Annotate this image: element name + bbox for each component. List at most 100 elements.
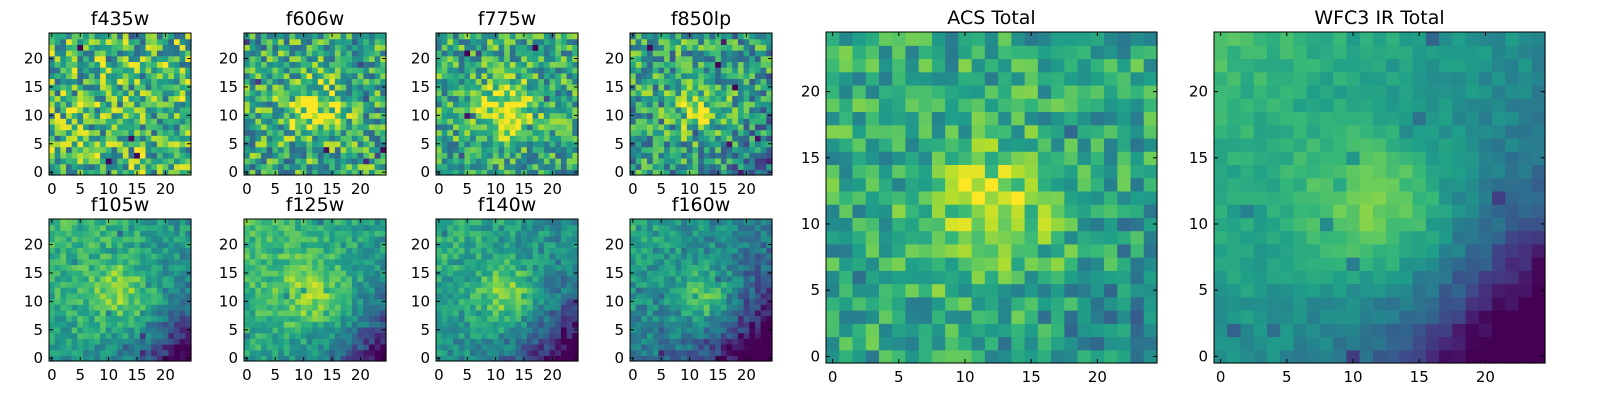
heatmap-cell	[521, 152, 528, 159]
heatmap-cell	[94, 236, 101, 243]
heatmap-cell	[179, 67, 186, 74]
heatmap-cell	[709, 112, 716, 119]
heatmap-cell	[726, 38, 733, 45]
heatmap-cell	[340, 89, 347, 97]
heatmap-cell	[681, 135, 688, 142]
heatmap-cell	[515, 304, 522, 311]
heatmap-cell	[681, 44, 688, 51]
heatmap-cell	[681, 349, 688, 356]
heatmap-cell	[60, 78, 67, 85]
heatmap-cell	[49, 61, 56, 68]
heatmap-cell	[664, 298, 671, 305]
heatmap-cell	[278, 95, 285, 102]
heatmap-cell	[560, 264, 568, 271]
heatmap-cell	[317, 292, 325, 300]
heatmap-cell	[532, 129, 539, 136]
heatmap-cell	[351, 281, 359, 288]
heatmap-cell	[168, 247, 175, 254]
heatmap-cell	[487, 258, 494, 266]
heatmap-cell	[94, 61, 101, 68]
heatmap-cell	[83, 343, 90, 351]
heatmap-cell	[447, 72, 454, 80]
heatmap-cell	[532, 281, 539, 288]
heatmap-cell	[515, 55, 522, 62]
heatmap-cell	[504, 298, 511, 305]
heatmap-cell	[555, 146, 562, 153]
heatmap-cell	[681, 84, 688, 91]
heatmap-cell	[715, 349, 722, 356]
heatmap-cell	[255, 355, 262, 362]
heatmap-cell	[94, 101, 101, 108]
heatmap-cell	[560, 67, 568, 74]
heatmap-cell	[151, 146, 158, 153]
heatmap-cell	[346, 72, 353, 80]
heatmap-cell	[173, 118, 181, 125]
heatmap-cell	[441, 281, 448, 288]
heatmap-cell	[351, 72, 359, 80]
heatmap-cell	[453, 258, 460, 266]
heatmap-cell	[453, 44, 460, 51]
heatmap-cell	[334, 230, 342, 237]
heatmap-cell	[139, 95, 147, 102]
heatmap-cell	[464, 135, 471, 142]
heatmap-cell	[560, 72, 568, 80]
heatmap-cell	[464, 61, 471, 68]
heatmap-cell	[464, 343, 471, 351]
heatmap-cell	[346, 157, 353, 165]
heatmap-cell	[726, 163, 733, 170]
heatmap-cell	[669, 321, 677, 328]
heatmap-cell	[675, 55, 682, 62]
heatmap-cell	[715, 157, 722, 165]
heatmap-cell	[100, 287, 107, 294]
heatmap-cell	[498, 123, 505, 131]
heatmap-cell	[566, 169, 573, 176]
y-tick-label: 10	[219, 106, 238, 124]
heatmap-cell	[703, 355, 711, 362]
heatmap-cell	[66, 112, 73, 119]
heatmap-cell	[498, 146, 505, 153]
heatmap-cell	[698, 287, 705, 294]
heatmap-cell	[709, 298, 716, 305]
heatmap-cell	[312, 169, 319, 176]
heatmap-cell	[658, 309, 665, 317]
heatmap-cell	[566, 38, 573, 45]
heatmap-cell	[139, 112, 147, 119]
heatmap-cell	[173, 89, 181, 97]
heatmap-cell	[179, 321, 186, 328]
heatmap-cell	[698, 95, 705, 102]
heatmap-cell	[179, 224, 186, 231]
heatmap-cell	[117, 309, 124, 317]
heatmap-cell	[156, 140, 164, 148]
heatmap-cell	[509, 338, 517, 345]
heatmap-cell	[572, 236, 579, 243]
heatmap-cell	[283, 315, 291, 322]
heatmap-cell	[470, 287, 477, 294]
heatmap-cell	[737, 129, 745, 136]
heatmap-cell	[464, 309, 471, 317]
heatmap-cell	[675, 106, 682, 114]
heatmap-cell	[380, 163, 387, 170]
heatmap-cell	[766, 152, 773, 159]
heatmap-cell	[111, 140, 118, 148]
heatmap-cell	[105, 163, 113, 170]
heatmap-cell	[681, 315, 688, 322]
heatmap-cell	[363, 281, 370, 288]
heatmap-cell	[475, 338, 483, 345]
heatmap-cell	[105, 135, 113, 142]
heatmap-cell	[168, 55, 175, 62]
heatmap-cell	[351, 292, 359, 300]
heatmap-cell	[532, 140, 539, 148]
heatmap-cell	[487, 270, 494, 277]
heatmap-cell	[726, 157, 733, 165]
heatmap-cell	[54, 315, 61, 322]
heatmap-cell	[686, 157, 694, 165]
heatmap-cell	[340, 106, 347, 114]
heatmap-cell	[295, 169, 302, 176]
heatmap-cell	[441, 355, 448, 362]
heatmap-cell	[521, 309, 528, 317]
heatmap-cell	[481, 106, 488, 114]
heatmap-cell	[346, 275, 353, 283]
heatmap-cell	[458, 219, 465, 226]
heatmap-cell	[71, 264, 78, 271]
heatmap-cell	[630, 95, 637, 102]
